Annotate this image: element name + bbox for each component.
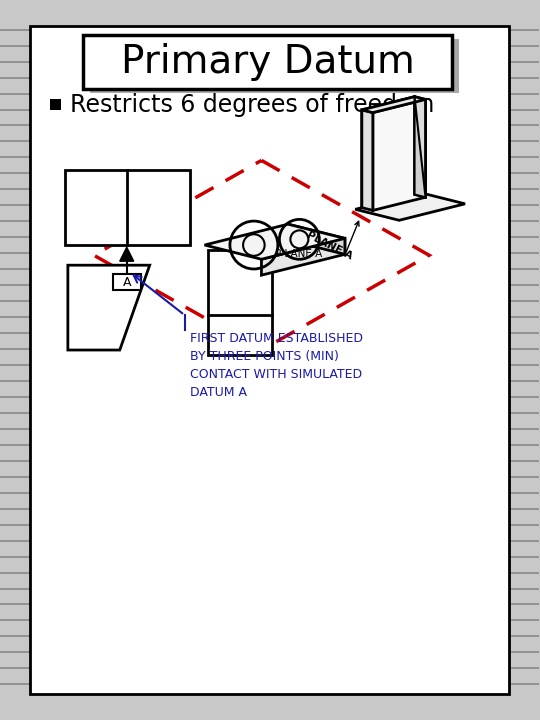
Text: Restricts 6 degrees of freedom: Restricts 6 degrees of freedom: [70, 93, 434, 117]
Bar: [207, 251, 273, 355]
Bar: [90, 39, 459, 93]
Polygon shape: [355, 193, 465, 220]
Polygon shape: [261, 238, 345, 275]
Polygon shape: [415, 96, 426, 197]
Bar: [83, 35, 452, 89]
Polygon shape: [373, 99, 426, 210]
Text: P LANE A: P LANE A: [275, 249, 323, 259]
Polygon shape: [362, 96, 426, 112]
Polygon shape: [288, 224, 345, 254]
Bar: [50, 99, 61, 109]
Bar: [113, 274, 141, 290]
Bar: [30, 26, 509, 694]
Bar: [65, 171, 190, 246]
Polygon shape: [362, 110, 373, 210]
Text: Primary Datum: Primary Datum: [120, 42, 414, 81]
Text: FIRST DATUM ESTABLISHED
BY THREE POINTS (MIN)
CONTACT WITH SIMULATED
DATUM A: FIRST DATUM ESTABLISHED BY THREE POINTS …: [190, 332, 362, 399]
Polygon shape: [120, 247, 134, 261]
Polygon shape: [362, 96, 415, 207]
Polygon shape: [415, 96, 426, 197]
Polygon shape: [205, 224, 345, 259]
Text: A: A: [123, 276, 131, 289]
Text: PLANE A: PLANE A: [305, 230, 354, 261]
Polygon shape: [68, 265, 150, 350]
